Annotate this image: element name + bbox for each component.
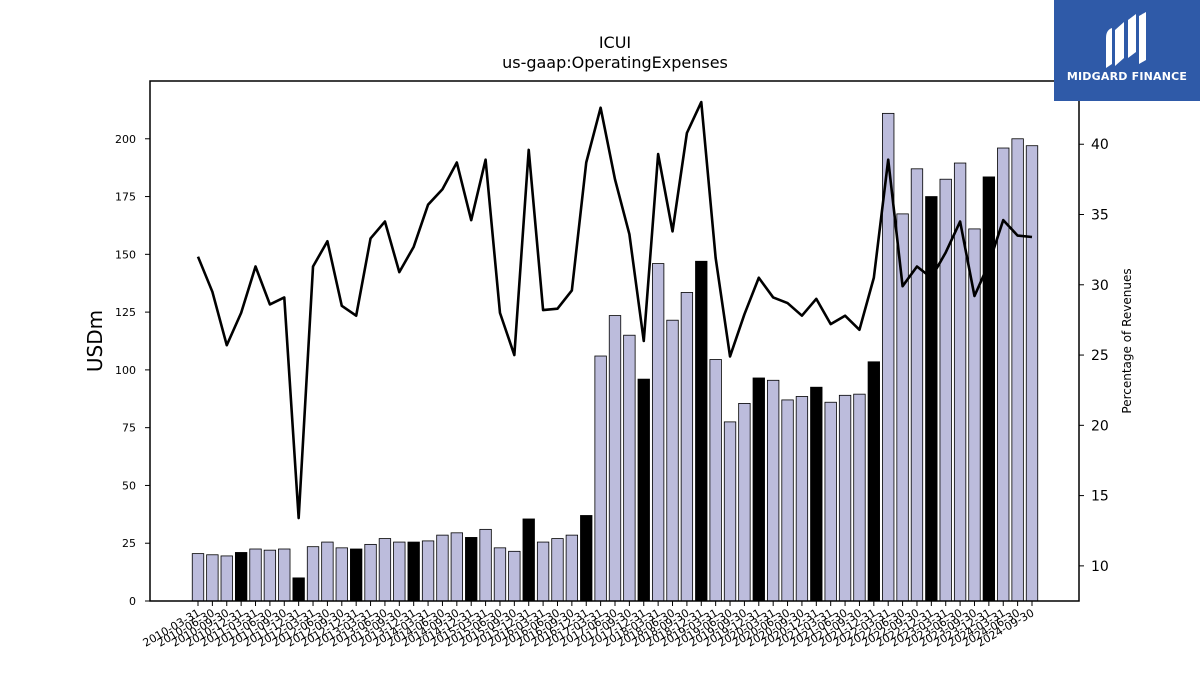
y-tick-label: 50 [122,479,136,492]
bar-2024-03-31 [997,147,1010,602]
bar-2018-06-30 [666,319,679,602]
bar-2010-03-31 [191,553,205,602]
bar-2020-03-31 [767,379,780,602]
bar-2016-06-30 [551,538,564,602]
bar-2014-03-31 [421,540,435,602]
y-tick-label: 200 [115,133,136,146]
bar-2018-12-31 [695,260,708,602]
bar-2014-09-30 [450,532,463,602]
bar-2016-12-31 [580,515,593,602]
bar-2011-12-31 [292,577,305,602]
bar-2013-03-31 [364,543,377,602]
percentage-line [196,100,1033,520]
bar-2013-09-30 [393,541,406,602]
y2-tick-label: 20 [1091,418,1109,434]
bar-2010-06-30 [206,554,219,602]
bar-2017-06-30 [608,315,622,602]
x-axis: 2010-03-312010-06-302010-09-302010-12-31… [141,601,1037,650]
bar-2021-06-30 [838,394,852,602]
y-axis-left: 0 25 50 75 100 125 150 175 200 [115,133,150,608]
bar-2015-12-31 [522,518,535,602]
bar-2020-06-30 [781,399,794,602]
bar-2013-12-31 [407,541,420,602]
y2-tick-label: 25 [1091,348,1109,364]
y2-tick-label: 40 [1091,137,1109,153]
bar-2017-03-31 [594,355,607,602]
bar-2019-06-30 [723,421,737,602]
bar-2015-06-30 [493,547,507,602]
bar-2017-09-30 [623,334,636,602]
bar-2021-12-31 [867,361,880,602]
bar-2024-09-30 [1025,145,1039,602]
bar-2012-09-30 [335,547,348,602]
line-group [196,100,1033,520]
bar-2010-09-30 [220,555,233,602]
bar-2011-03-31 [249,548,262,602]
bar-2020-09-30 [795,396,809,602]
y-tick-label: 0 [129,595,136,608]
bar-2015-09-30 [508,550,521,602]
midgard-logo-icon [1106,12,1146,68]
bars-group [191,112,1039,602]
bar-2016-03-31 [536,541,550,602]
bar-2016-09-30 [565,534,579,602]
bar-2023-12-31 [982,176,996,602]
bar-2022-12-31 [925,196,938,602]
bar-2014-06-30 [436,534,449,602]
y-tick-label: 150 [115,248,136,261]
y-tick-label: 175 [115,191,136,204]
logo-text: MIDGARD FINANCE [1066,70,1188,83]
bar-2012-12-31 [350,548,363,602]
bar-2017-12-31 [637,378,650,602]
bar-2012-06-30 [321,541,334,602]
y2-tick-label: 10 [1091,559,1109,575]
y2-tick-label: 35 [1091,208,1109,224]
bar-2020-12-31 [810,386,823,602]
bar-2022-09-30 [910,168,924,602]
bar-2021-03-31 [824,401,837,602]
y2-tick-label: 30 [1091,278,1109,294]
bar-2010-12-31 [234,552,248,602]
bar-2018-09-30 [680,292,694,602]
bar-2019-12-31 [752,377,765,602]
chart-title: ICUI [599,33,631,52]
y-tick-label: 75 [122,422,136,435]
bar-2011-06-30 [263,549,277,602]
bar-2013-06-30 [378,538,392,602]
bar-2019-09-30 [738,402,751,602]
bar-2014-12-31 [465,537,478,602]
bar-2018-03-31 [651,263,665,602]
y-tick-label: 125 [115,306,136,319]
bar-2019-03-31 [709,359,722,602]
y2-axis-label: Percentage of Revenues [1120,268,1134,413]
y2-tick-label: 15 [1091,489,1109,505]
bar-2022-06-30 [896,213,909,602]
bar-2015-03-31 [479,528,492,602]
y-axis-right: 10 15 20 25 30 35 40 [1079,137,1109,575]
y-tick-label: 100 [115,364,136,377]
bar-2012-03-31 [306,546,320,602]
bar-2021-09-30 [853,393,866,602]
y-tick-label: 25 [122,537,136,550]
midgard-finance-logo: MIDGARD FINANCE [1054,0,1200,101]
bar-2011-09-30 [278,548,291,602]
chart-subtitle: us-gaap:OperatingExpenses [502,53,728,72]
y-axis-label: USDm [83,310,107,372]
bar-2024-06-30 [1011,138,1024,602]
